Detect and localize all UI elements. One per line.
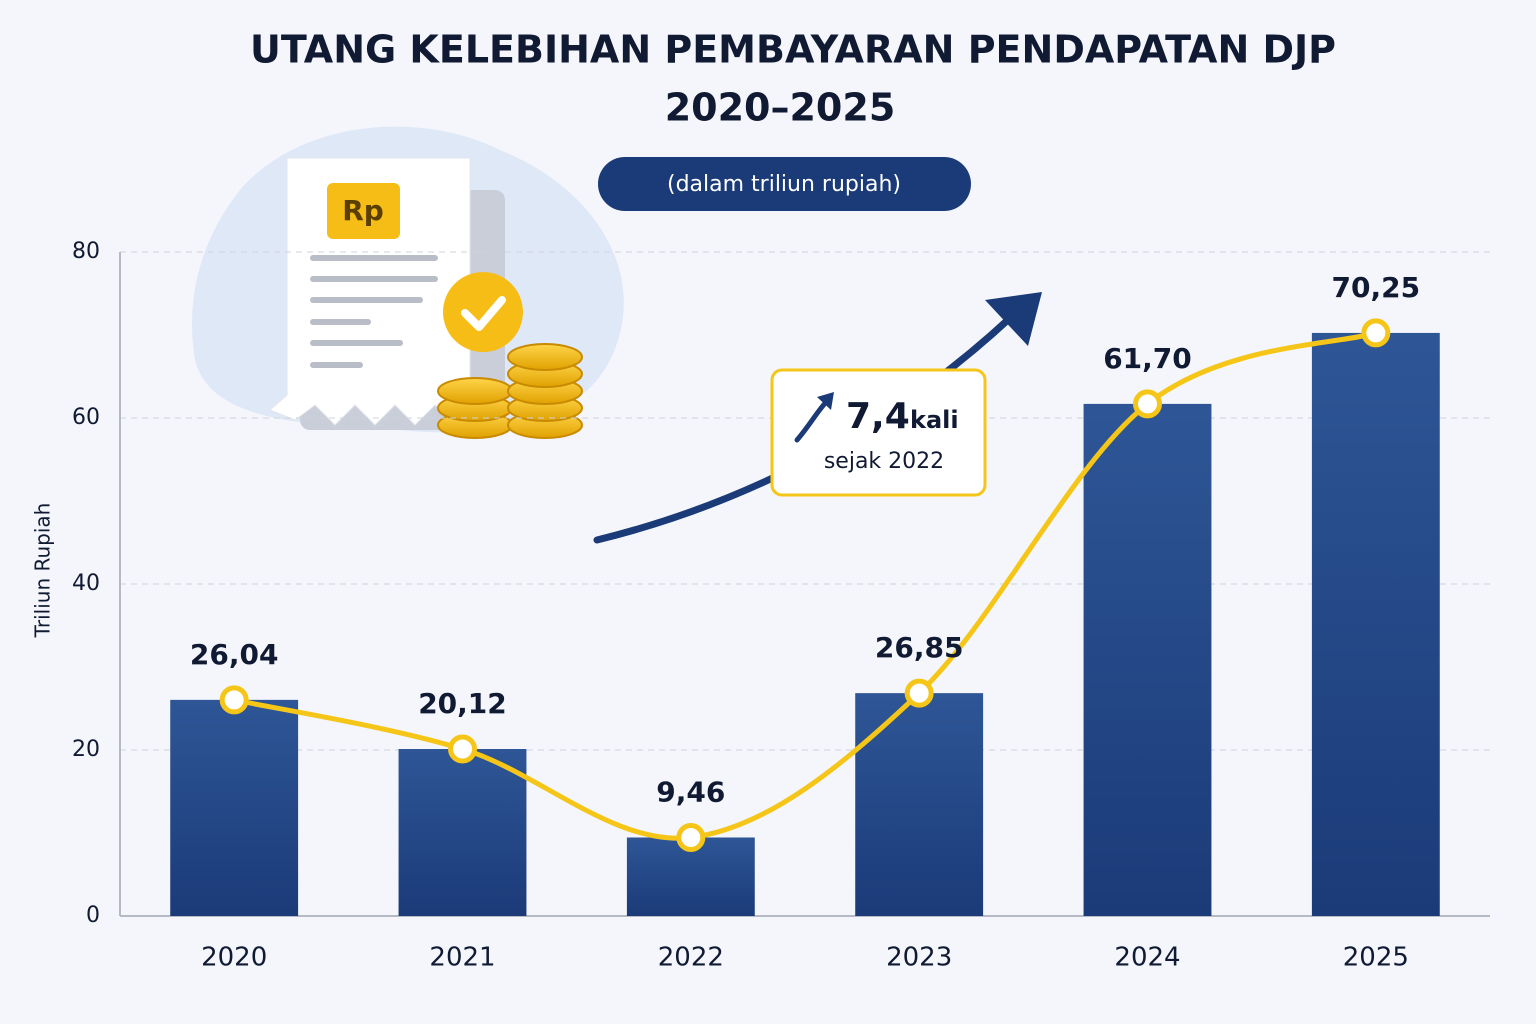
line-point [1133, 389, 1162, 419]
bar [1311, 332, 1440, 916]
x-tick-label: 2024 [1114, 943, 1180, 973]
x-tick-label: 2022 [658, 943, 724, 973]
y-tick-label: 20 [72, 737, 100, 762]
chart-title: UTANG KELEBIHAN PEMBAYARAN PENDAPATAN DJ… [250, 28, 1336, 72]
value-label: 26,04 [190, 638, 279, 671]
check-circle [443, 272, 523, 352]
rp-text: Rp [342, 194, 384, 227]
value-label: 26,85 [875, 631, 964, 664]
x-tick-label: 2020 [201, 943, 267, 973]
y-tick-label: 40 [72, 571, 100, 596]
chart-title: 2020–2025 [665, 86, 896, 130]
annotation-arrowhead [817, 392, 834, 410]
x-tick-label: 2021 [429, 943, 495, 973]
line-point [448, 734, 477, 764]
y-axis-label: Triliun Rupiah [31, 503, 55, 639]
rp-badge [327, 183, 400, 239]
y-tick-label: 0 [86, 903, 100, 928]
line-point [1361, 318, 1391, 348]
annotation-note: sejak 2022 [824, 449, 944, 474]
x-tick-label: 2025 [1343, 943, 1409, 973]
value-label: 61,70 [1103, 342, 1192, 375]
x-tick-label: 2023 [886, 943, 952, 973]
value-label: 9,46 [656, 775, 725, 808]
annotation-value: 7,4 [846, 396, 910, 437]
illustration: Rp [192, 126, 624, 439]
value-label: 70,25 [1332, 271, 1421, 304]
coins [437, 343, 583, 439]
plot: 0 20 40 60 80 2020 2021 2022 2023 2024 2025 26,04 20… [72, 239, 1490, 973]
bar [170, 699, 299, 916]
bar [398, 749, 527, 916]
y-tick-label: 60 [72, 405, 100, 430]
line-point [904, 678, 934, 708]
check [461, 296, 506, 331]
subtitle-pill [598, 157, 971, 211]
annotation-unit: kali [910, 406, 959, 434]
line-point [676, 822, 706, 852]
bar [855, 693, 984, 916]
subtitle: (dalam triliun rupiah) [667, 172, 901, 197]
trend-line [233, 330, 1377, 841]
value-label: 20,12 [418, 687, 507, 720]
bar [1083, 403, 1212, 916]
receipt-lines [310, 255, 438, 368]
y-tick-label: 80 [72, 239, 100, 264]
trend-arrowhead [985, 292, 1042, 346]
line-point [219, 685, 249, 715]
